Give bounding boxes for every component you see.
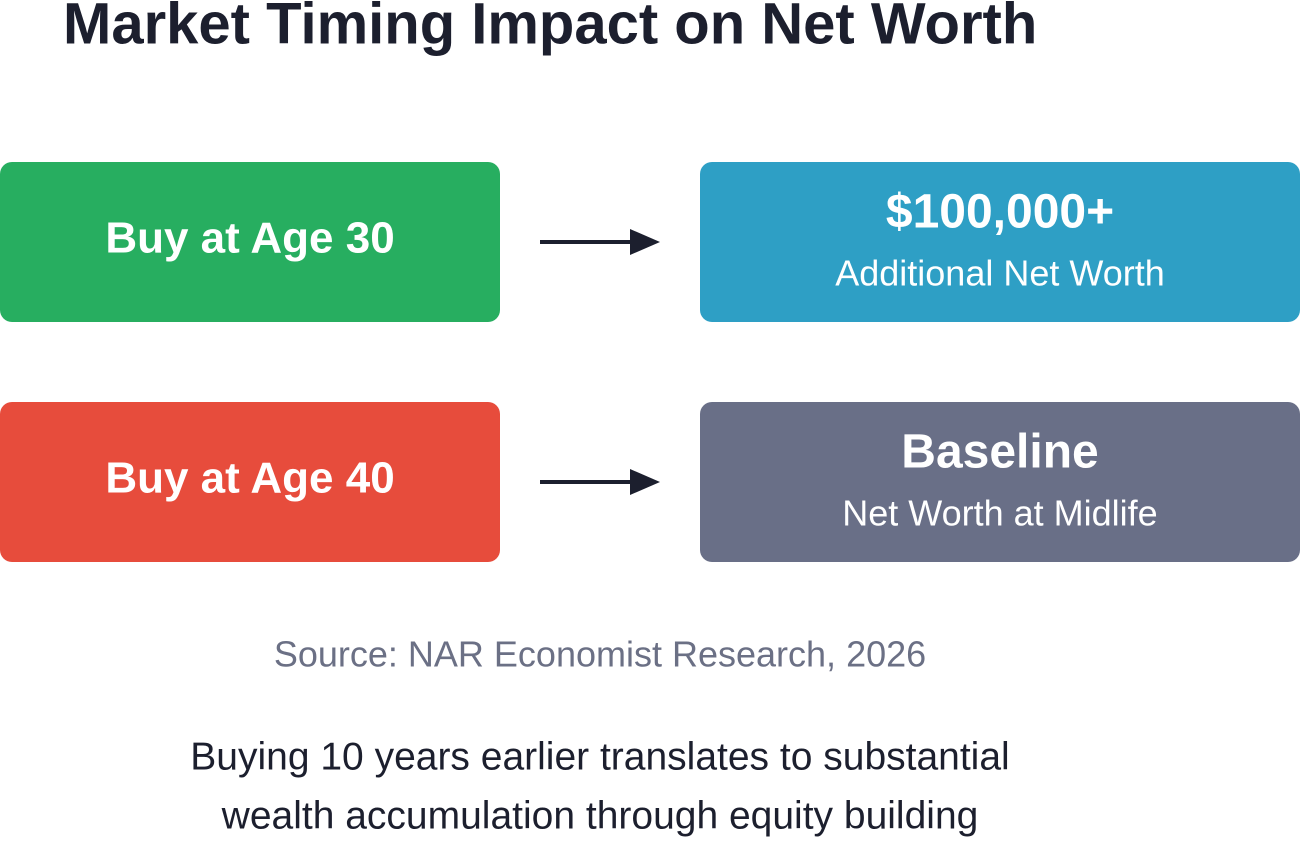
result-caption: Net Worth at Midlife bbox=[842, 493, 1157, 534]
result-caption: Additional Net Worth bbox=[835, 253, 1165, 294]
footer-line: Buying 10 years earlier translates to su… bbox=[190, 735, 1009, 778]
title: Market Timing Impact on Net Worth bbox=[63, 0, 1037, 56]
arrow-head bbox=[630, 229, 660, 255]
result-box bbox=[700, 162, 1300, 322]
start-box bbox=[0, 402, 500, 562]
start-box bbox=[0, 162, 500, 322]
result-box bbox=[700, 402, 1300, 562]
source: Source: NAR Economist Research, 2026 bbox=[274, 634, 926, 675]
start-label: Buy at Age 40 bbox=[105, 454, 394, 503]
footer-line: wealth accumulation through equity build… bbox=[221, 794, 979, 837]
result-value: $100,000+ bbox=[886, 186, 1114, 239]
arrow-head bbox=[630, 469, 660, 495]
result-value: Baseline bbox=[901, 426, 1098, 479]
start-label: Buy at Age 30 bbox=[105, 214, 394, 263]
